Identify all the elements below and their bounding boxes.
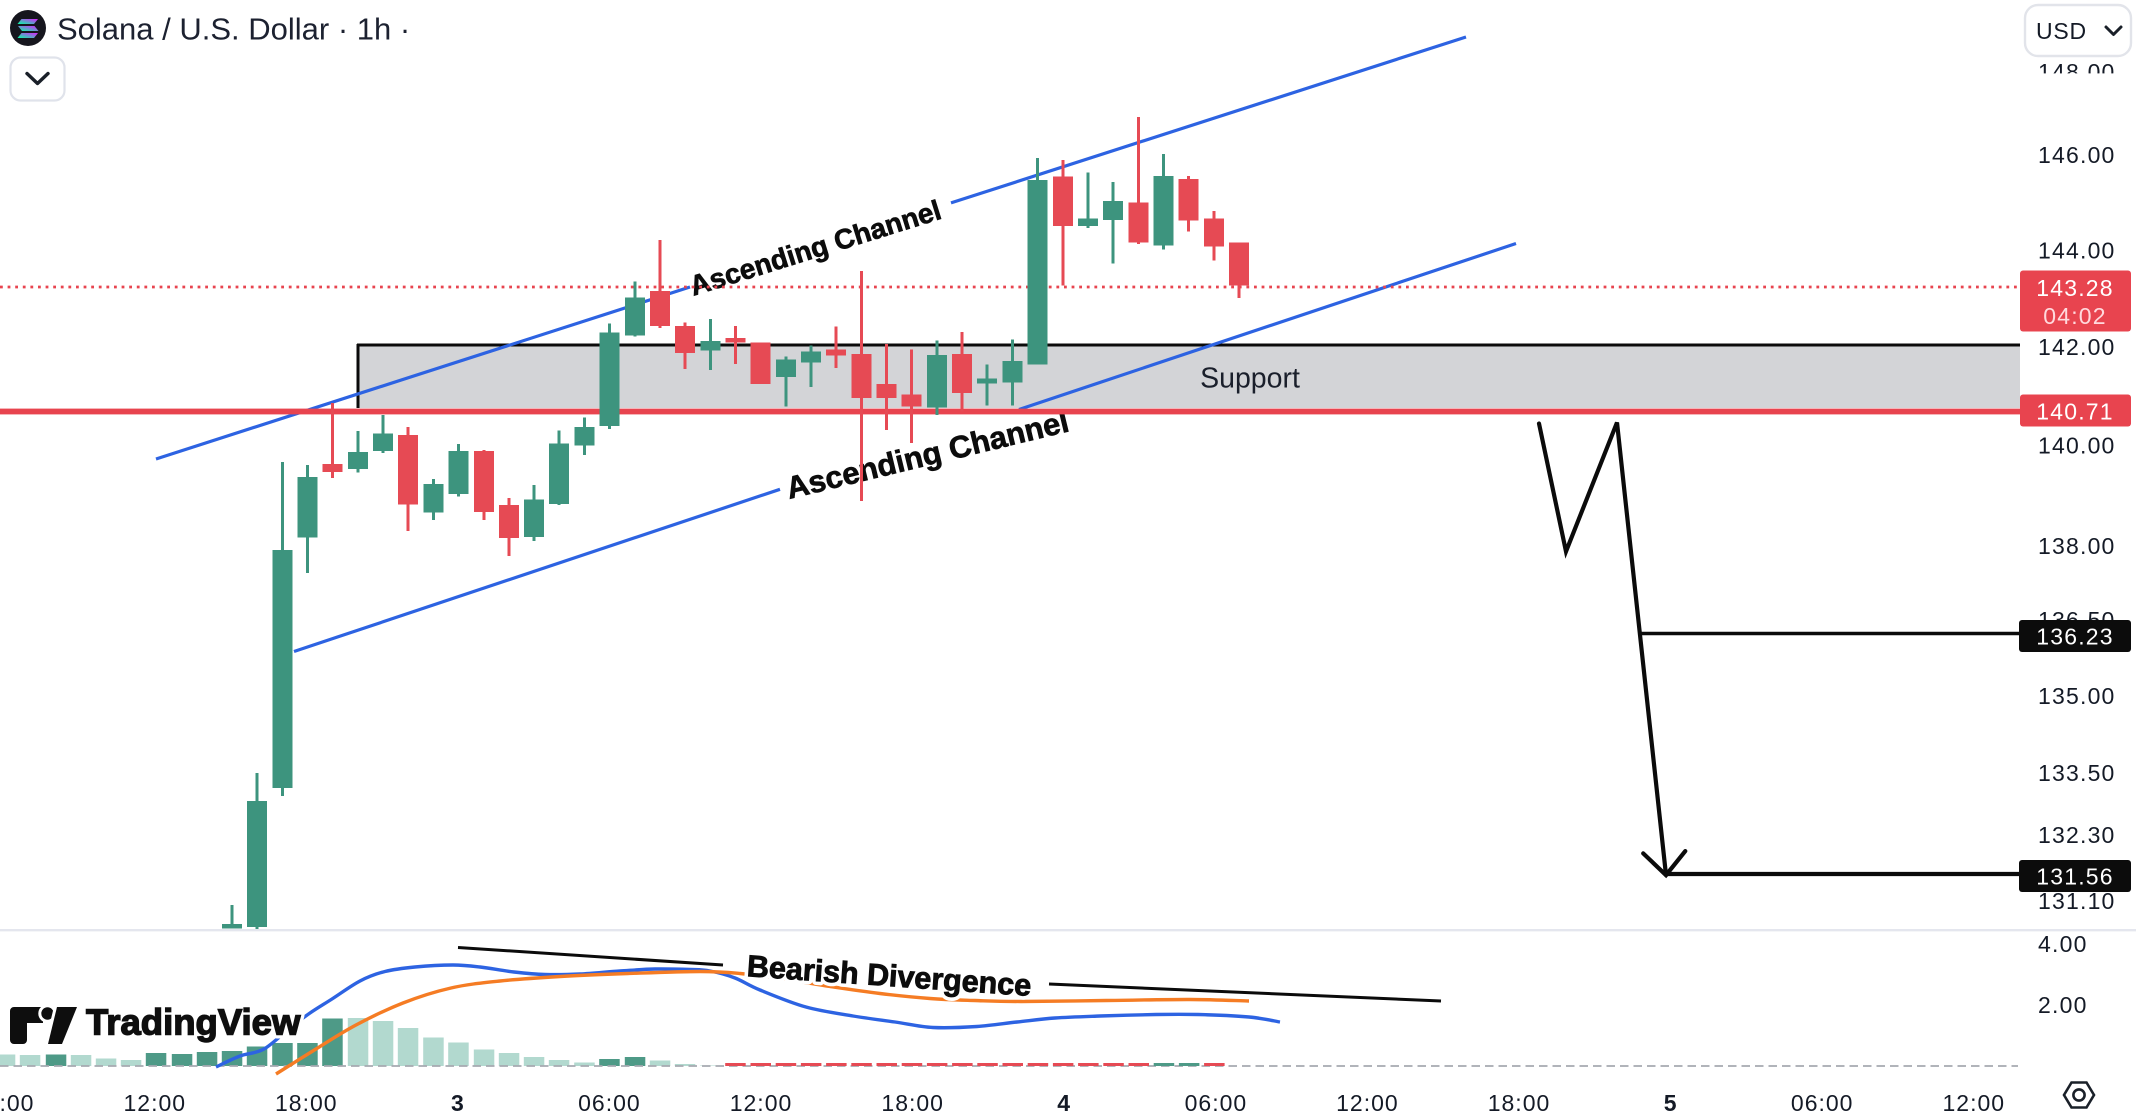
svg-text:TradingView: TradingView bbox=[86, 1002, 301, 1043]
svg-text:144.00: 144.00 bbox=[2038, 238, 2116, 264]
svg-text:18:00: 18:00 bbox=[1488, 1090, 1551, 1116]
svg-text:06:00: 06:00 bbox=[1185, 1090, 1248, 1116]
svg-text:146.00: 146.00 bbox=[2038, 142, 2116, 168]
svg-text:5: 5 bbox=[1664, 1090, 1678, 1116]
svg-text:USD: USD bbox=[2036, 18, 2087, 44]
svg-text:06:00: 06:00 bbox=[578, 1090, 641, 1116]
svg-text:131.56: 131.56 bbox=[2036, 864, 2114, 890]
svg-text:136.23: 136.23 bbox=[2036, 624, 2114, 650]
svg-text:12:00: 12:00 bbox=[1943, 1090, 2006, 1116]
svg-text:3: 3 bbox=[451, 1090, 465, 1116]
svg-text:142.00: 142.00 bbox=[2038, 334, 2116, 360]
svg-text:4: 4 bbox=[1057, 1090, 1071, 1116]
svg-text:131.10: 131.10 bbox=[2038, 888, 2116, 914]
svg-text:140.71: 140.71 bbox=[2036, 399, 2114, 425]
svg-text:140.00: 140.00 bbox=[2038, 433, 2116, 459]
svg-text:133.50: 133.50 bbox=[2038, 760, 2116, 786]
svg-text:12:00: 12:00 bbox=[730, 1090, 793, 1116]
svg-text:18:00: 18:00 bbox=[275, 1090, 338, 1116]
svg-text:143.28: 143.28 bbox=[2036, 275, 2114, 301]
svg-text:TradingView: TradingView bbox=[86, 1002, 301, 1043]
svg-text:135.00: 135.00 bbox=[2038, 683, 2116, 709]
svg-text:138.00: 138.00 bbox=[2038, 533, 2116, 559]
svg-text:04:02: 04:02 bbox=[2043, 303, 2107, 329]
svg-text:132.30: 132.30 bbox=[2038, 822, 2116, 848]
svg-text:06:00: 06:00 bbox=[0, 1090, 34, 1116]
svg-text:2.00: 2.00 bbox=[2038, 992, 2088, 1018]
svg-text:06:00: 06:00 bbox=[1791, 1090, 1854, 1116]
svg-text:12:00: 12:00 bbox=[1336, 1090, 1399, 1116]
svg-text:Support: Support bbox=[1200, 363, 1300, 395]
svg-text:Solana / U.S. Dollar · 1h ·: Solana / U.S. Dollar · 1h · bbox=[57, 12, 410, 47]
svg-text:4.00: 4.00 bbox=[2038, 931, 2088, 957]
svg-text:12:00: 12:00 bbox=[124, 1090, 187, 1116]
svg-text:18:00: 18:00 bbox=[881, 1090, 944, 1116]
